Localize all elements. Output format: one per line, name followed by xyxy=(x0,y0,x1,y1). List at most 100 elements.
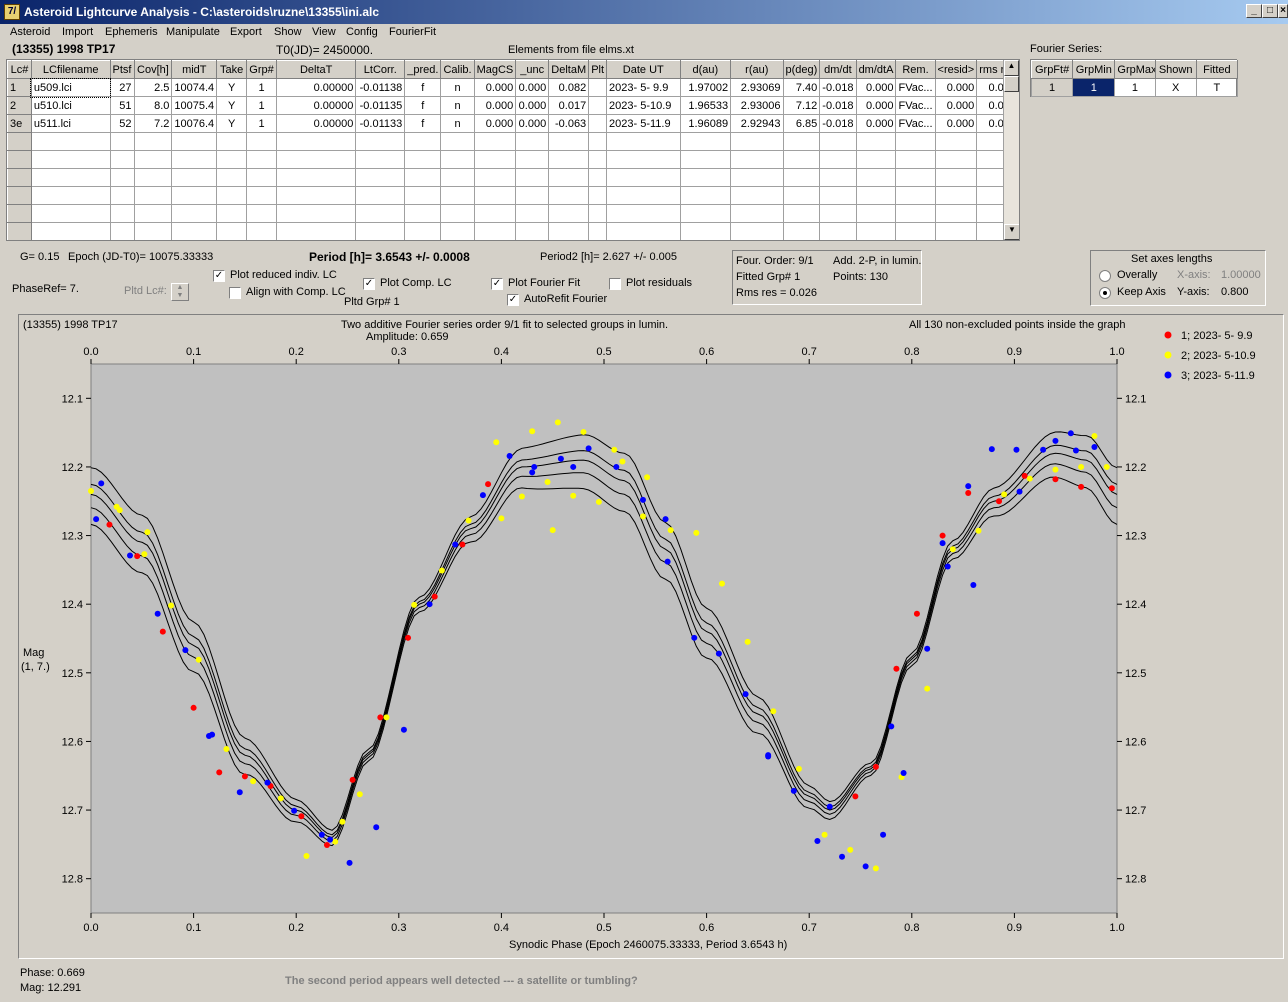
table-cell[interactable] xyxy=(588,204,608,223)
grid-column-header[interactable]: r(au) xyxy=(730,60,784,79)
table-cell[interactable] xyxy=(171,186,218,205)
grid-column-header[interactable]: Grp# xyxy=(246,60,277,79)
overally-radio[interactable] xyxy=(1099,270,1111,282)
table-cell[interactable] xyxy=(109,132,135,151)
table-cell[interactable]: 0.017 xyxy=(548,96,590,115)
lightcurve-grid[interactable]: Lc# LCfilename Ptsf Cov[h] midT Take Grp# Delta… xyxy=(6,59,1020,241)
table-cell[interactable] xyxy=(133,150,173,169)
table-row[interactable] xyxy=(7,186,1019,205)
table-cell[interactable] xyxy=(30,186,111,205)
table-row[interactable] xyxy=(7,150,1019,169)
table-cell[interactable] xyxy=(275,186,357,205)
grid-column-header[interactable]: DeltaM xyxy=(548,60,590,79)
menu-import[interactable]: Import xyxy=(62,26,94,38)
table-cell[interactable] xyxy=(30,168,111,187)
table-cell[interactable]: 0.000 xyxy=(473,78,517,97)
table-cell[interactable] xyxy=(895,132,936,151)
table-cell[interactable] xyxy=(819,204,857,223)
table-cell[interactable] xyxy=(934,204,978,223)
table-cell[interactable]: 2023- 5-10.9 xyxy=(606,96,681,115)
table-cell[interactable] xyxy=(934,222,978,240)
table-cell[interactable] xyxy=(606,204,681,223)
table-cell[interactable]: 0.000 xyxy=(934,96,978,115)
table-cell[interactable] xyxy=(355,150,406,169)
grid-column-header[interactable]: Lc# xyxy=(7,60,32,79)
table-cell[interactable] xyxy=(171,204,218,223)
table-cell[interactable] xyxy=(588,168,608,187)
table-cell[interactable]: u511.lci xyxy=(30,114,111,133)
scroll-thumb[interactable] xyxy=(1004,76,1019,92)
table-cell[interactable] xyxy=(216,132,248,151)
table-cell[interactable]: 10075.4 xyxy=(171,96,218,115)
menu-asteroid[interactable]: Asteroid xyxy=(10,26,51,38)
table-cell[interactable]: 0.00000 xyxy=(275,78,357,97)
table-cell[interactable] xyxy=(515,150,550,169)
table-cell[interactable] xyxy=(782,204,821,223)
table-cell[interactable] xyxy=(934,186,978,205)
row-header[interactable]: 1 xyxy=(7,78,32,97)
table-cell[interactable] xyxy=(133,204,173,223)
table-cell[interactable]: n xyxy=(440,114,475,133)
table-cell[interactable]: 0.000 xyxy=(473,96,517,115)
table-cell[interactable]: Y xyxy=(216,78,248,97)
table-cell[interactable] xyxy=(216,222,248,240)
table-cell[interactable]: 2023- 5- 9.9 xyxy=(606,78,681,97)
table-cell[interactable] xyxy=(216,150,248,169)
autorefit-checkbox[interactable]: ✓ xyxy=(507,294,519,306)
table-cell[interactable] xyxy=(679,168,732,187)
table-cell[interactable]: 2.93006 xyxy=(730,96,784,115)
table-cell[interactable]: 1 xyxy=(246,114,277,133)
table-cell[interactable] xyxy=(216,204,248,223)
table-cell[interactable] xyxy=(730,204,784,223)
table-cell[interactable]: 0.000 xyxy=(855,96,897,115)
table-cell[interactable] xyxy=(275,132,357,151)
table-cell[interactable] xyxy=(606,150,681,169)
table-cell[interactable] xyxy=(730,186,784,205)
table-cell[interactable] xyxy=(171,150,218,169)
table-cell[interactable]: FVac... xyxy=(895,114,936,133)
table-cell[interactable] xyxy=(404,222,442,240)
menu-config[interactable]: Config xyxy=(346,26,378,38)
table-cell[interactable] xyxy=(109,150,135,169)
fs-cell-selected[interactable]: 1 xyxy=(1072,78,1116,97)
grid-column-header[interactable]: Ptsf xyxy=(109,60,135,79)
table-cell[interactable] xyxy=(819,222,857,240)
table-cell[interactable]: FVac... xyxy=(895,78,936,97)
table-cell[interactable] xyxy=(404,186,442,205)
table-cell[interactable] xyxy=(30,222,111,240)
table-cell[interactable] xyxy=(548,168,590,187)
table-cell[interactable]: 0.00000 xyxy=(275,114,357,133)
table-cell[interactable] xyxy=(895,222,936,240)
grid-column-header[interactable]: Cov[h] xyxy=(133,60,173,79)
table-cell[interactable]: 8.0 xyxy=(133,96,173,115)
row-header[interactable] xyxy=(7,222,32,240)
table-cell[interactable] xyxy=(782,132,821,151)
table-cell[interactable] xyxy=(782,222,821,240)
grid-column-header[interactable]: <resid> xyxy=(934,60,978,79)
table-cell[interactable] xyxy=(30,204,111,223)
table-cell[interactable]: 1.96533 xyxy=(679,96,732,115)
table-cell[interactable] xyxy=(216,168,248,187)
table-cell[interactable] xyxy=(109,168,135,187)
menu-ephemeris[interactable]: Ephemeris xyxy=(105,26,158,38)
table-cell[interactable] xyxy=(819,186,857,205)
table-row[interactable] xyxy=(7,132,1019,151)
table-cell[interactable] xyxy=(515,132,550,151)
table-cell[interactable] xyxy=(730,222,784,240)
table-cell[interactable]: f xyxy=(404,78,442,97)
table-cell[interactable] xyxy=(588,78,608,97)
table-cell[interactable] xyxy=(355,222,406,240)
table-cell[interactable] xyxy=(133,168,173,187)
table-cell[interactable] xyxy=(133,186,173,205)
table-cell[interactable] xyxy=(404,204,442,223)
table-cell[interactable] xyxy=(679,222,732,240)
grid-column-header[interactable]: dm/dtA xyxy=(855,60,897,79)
table-cell[interactable] xyxy=(404,168,442,187)
grid-column-header[interactable]: d(au) xyxy=(679,60,732,79)
table-cell[interactable] xyxy=(355,204,406,223)
table-cell[interactable] xyxy=(819,150,857,169)
table-cell[interactable]: 0.000 xyxy=(473,114,517,133)
table-cell[interactable] xyxy=(679,204,732,223)
row-header[interactable] xyxy=(7,168,32,187)
table-cell[interactable]: n xyxy=(440,96,475,115)
